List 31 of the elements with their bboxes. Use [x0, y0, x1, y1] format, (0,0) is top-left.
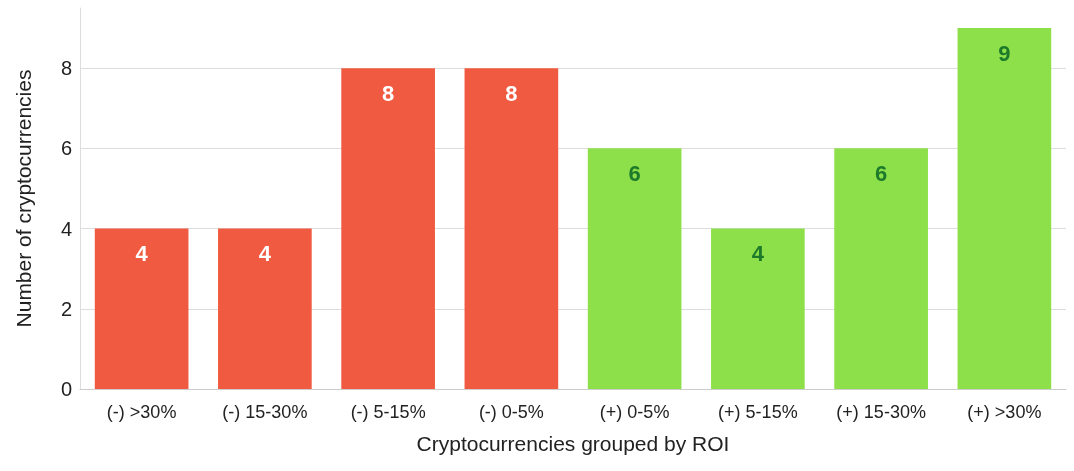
- bar: [957, 28, 1052, 389]
- x-tick-label: (-) 15-30%: [222, 402, 308, 422]
- data-label: 6: [875, 160, 888, 186]
- bar: [94, 228, 189, 389]
- y-axis-title: Number of cryptocurrencies: [12, 69, 35, 328]
- data-label: 9: [998, 40, 1011, 66]
- bar: [587, 148, 682, 389]
- x-tick-label: (-) >30%: [106, 402, 177, 422]
- data-label: 4: [258, 241, 272, 267]
- data-label: 6: [628, 160, 641, 186]
- data-label: 4: [751, 241, 765, 267]
- x-tick-label: (+) 15-30%: [836, 402, 926, 422]
- bar: [218, 228, 312, 389]
- y-tick-label: 8: [60, 57, 72, 80]
- y-tick-label: 6: [60, 137, 72, 160]
- data-label: 4: [135, 241, 149, 267]
- x-tick-label: (+) >30%: [967, 402, 1042, 422]
- y-tick-label: 4: [60, 217, 72, 240]
- x-tick-label: (+) 5-15%: [718, 402, 798, 422]
- bar: [834, 148, 928, 389]
- data-label: 8: [505, 80, 518, 106]
- x-axis-title: Cryptocurrencies grouped by ROI: [416, 432, 730, 455]
- x-tick-label: (+) 0-5%: [599, 402, 670, 422]
- x-tick-label: (-) 5-15%: [350, 402, 426, 422]
- y-tick-label: 2: [60, 297, 72, 320]
- bar: [711, 228, 805, 389]
- bar: [341, 68, 435, 389]
- bar: [464, 68, 559, 389]
- data-label: 8: [382, 80, 395, 106]
- x-tick-label: (-) 0-5%: [478, 402, 544, 422]
- y-tick-label: 0: [60, 378, 72, 400]
